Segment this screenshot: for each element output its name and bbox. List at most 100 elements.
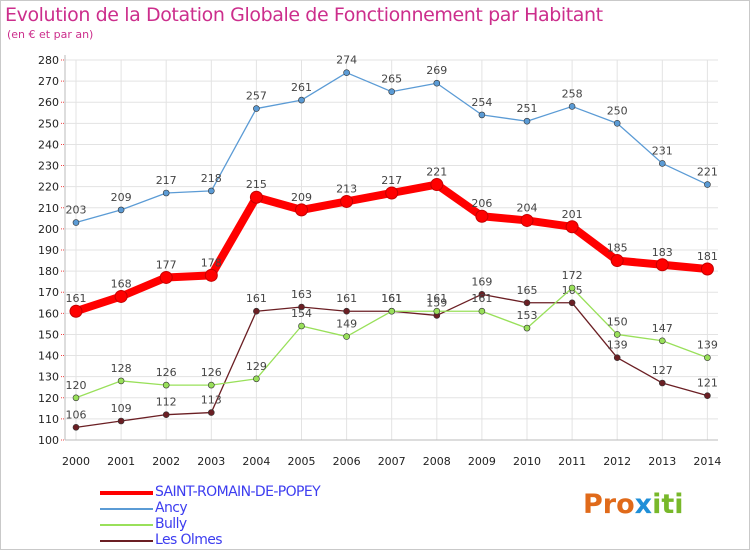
data-label: 163 xyxy=(291,288,312,301)
data-point xyxy=(613,120,621,127)
data-point xyxy=(613,331,621,338)
logo-part: iti xyxy=(652,489,684,520)
data-point xyxy=(298,303,305,311)
data-label: 161 xyxy=(381,292,402,305)
data-label: 231 xyxy=(652,144,673,157)
x-tick-label: 2005 xyxy=(288,455,316,468)
y-tick-label: 140 xyxy=(38,350,59,363)
data-label: 203 xyxy=(66,204,87,217)
data-point xyxy=(658,337,666,345)
data-point xyxy=(159,270,173,284)
data-label: 126 xyxy=(201,366,222,379)
data-label: 154 xyxy=(291,307,312,320)
data-point xyxy=(72,424,80,431)
chart-title: Evolution de la Dotation Globale de Fonc… xyxy=(5,4,603,26)
data-point xyxy=(388,307,396,315)
y-tick-label: 150 xyxy=(38,328,59,341)
logo-part: Pro xyxy=(583,489,635,520)
data-label: 159 xyxy=(426,296,447,309)
data-label: 221 xyxy=(426,166,447,179)
data-label: 206 xyxy=(471,197,492,210)
data-label: 215 xyxy=(246,178,267,191)
y-tick-label: 250 xyxy=(38,117,59,130)
data-point xyxy=(298,96,305,104)
data-label: 169 xyxy=(471,275,492,288)
data-label: 165 xyxy=(517,284,538,297)
y-tick-label: 120 xyxy=(38,392,59,405)
data-label: 254 xyxy=(471,96,492,109)
y-tick-label: 160 xyxy=(38,307,59,320)
x-tick-label: 2008 xyxy=(423,455,451,468)
data-label: 106 xyxy=(66,408,87,421)
data-label: 185 xyxy=(607,242,628,255)
data-point xyxy=(208,381,215,389)
data-label: 161 xyxy=(426,292,447,305)
data-point xyxy=(478,111,486,119)
data-label: 177 xyxy=(156,258,177,271)
data-label: 161 xyxy=(471,292,492,305)
data-label: 257 xyxy=(246,90,267,103)
legend-item: Ancy xyxy=(100,500,400,516)
data-point xyxy=(523,117,531,125)
data-label: 139 xyxy=(697,339,718,352)
x-tick-label: 2011 xyxy=(558,455,586,468)
x-tick-label: 2001 xyxy=(107,455,135,468)
data-point xyxy=(475,209,489,223)
legend-label: Les Olmes xyxy=(155,532,223,548)
data-point xyxy=(568,299,576,307)
data-point xyxy=(253,307,260,315)
data-point xyxy=(69,304,83,318)
x-tick-label: 2000 xyxy=(62,455,90,468)
chart-legend: SAINT-ROMAIN-DE-POPEY Ancy Bully Les Olm… xyxy=(100,484,400,548)
data-label: 168 xyxy=(111,277,132,290)
data-point xyxy=(162,381,170,389)
data-label: 201 xyxy=(562,208,583,221)
data-label: 181 xyxy=(697,250,718,263)
data-label: 150 xyxy=(607,315,628,328)
data-point xyxy=(430,178,444,192)
x-tick-label: 2006 xyxy=(333,455,361,468)
data-label: 149 xyxy=(336,318,357,331)
data-label: 161 xyxy=(246,292,267,305)
data-label: 209 xyxy=(291,191,312,204)
y-tick-label: 210 xyxy=(38,202,59,215)
data-label: 113 xyxy=(201,394,222,407)
y-tick-label: 190 xyxy=(38,244,59,257)
data-point xyxy=(114,289,128,303)
data-label: 209 xyxy=(111,191,132,204)
legend-swatch xyxy=(100,524,153,526)
data-label: 109 xyxy=(111,402,132,415)
data-label: 269 xyxy=(426,64,447,77)
data-point xyxy=(295,203,308,217)
data-label: 261 xyxy=(291,81,312,94)
data-label: 121 xyxy=(697,377,718,390)
data-label: 274 xyxy=(336,54,357,67)
data-label: 129 xyxy=(246,360,267,373)
data-point xyxy=(208,187,215,195)
data-label: 161 xyxy=(336,292,357,305)
legend-label: Ancy xyxy=(155,500,188,516)
data-point xyxy=(208,409,215,416)
data-point xyxy=(204,268,218,282)
legend-swatch xyxy=(100,508,153,510)
y-tick-label: 270 xyxy=(38,75,59,88)
data-label: 251 xyxy=(517,102,538,115)
data-point xyxy=(704,354,711,361)
x-tick-label: 2014 xyxy=(693,455,721,468)
x-tick-label: 2002 xyxy=(152,455,180,468)
data-label: 178 xyxy=(201,256,222,269)
data-point xyxy=(253,375,260,383)
legend-label: SAINT-ROMAIN-DE-POPEY xyxy=(155,484,321,500)
data-point xyxy=(249,190,263,204)
data-point xyxy=(72,219,80,226)
data-label: 258 xyxy=(562,87,583,100)
data-point xyxy=(117,417,125,425)
data-point xyxy=(385,186,399,200)
x-tick-label: 2009 xyxy=(468,455,496,468)
data-point xyxy=(565,220,579,234)
data-label: 112 xyxy=(156,396,177,409)
data-point xyxy=(478,307,486,315)
x-tick-label: 2003 xyxy=(197,455,225,468)
data-point xyxy=(610,254,624,268)
